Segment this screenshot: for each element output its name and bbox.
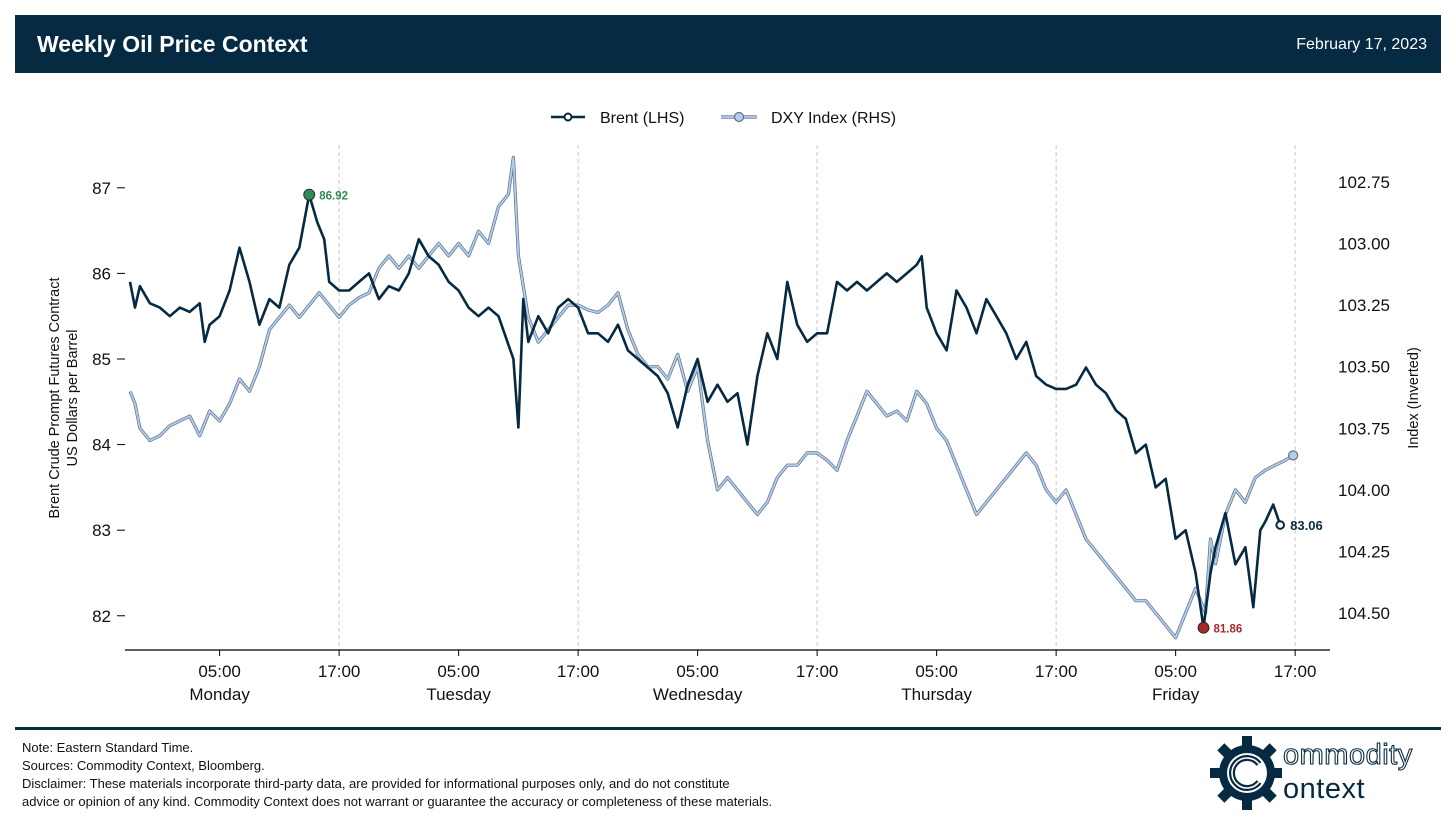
x-tick-label: 05:00 xyxy=(915,662,958,681)
time-zone-note: Note: Eastern Standard Time. xyxy=(22,740,194,755)
left-tick-label: 86 xyxy=(92,264,111,283)
dxy-series-outline xyxy=(128,155,1295,640)
brent-end-marker xyxy=(1275,520,1286,530)
logo-word-context: ontext xyxy=(1283,773,1365,805)
left-axis-title-line-1: Brent Crude Prompt Futures Contract xyxy=(47,278,63,519)
right-tick-label: 102.75 xyxy=(1338,173,1390,192)
disclaimer-line-2: advice or opinion of any kind. Commodity… xyxy=(22,794,773,809)
footer-divider xyxy=(15,727,1441,730)
x-tick-label: 17:00 xyxy=(557,662,600,681)
x-day-label: Friday xyxy=(1152,685,1200,704)
x-tick-label: 05:00 xyxy=(676,662,719,681)
sources-note: Sources: Commodity Context, Bloomberg. xyxy=(22,758,265,773)
left-tick-label: 87 xyxy=(92,179,111,198)
left-tick-label: 82 xyxy=(92,607,111,626)
brent-series-line xyxy=(128,193,1282,630)
brent-last-value-label: 83.06 xyxy=(1290,518,1323,533)
right-tick-label: 104.00 xyxy=(1338,481,1390,500)
left-tick-label: 85 xyxy=(92,350,111,369)
high-marker xyxy=(303,188,316,201)
right-tick-label: 103.50 xyxy=(1338,358,1390,377)
right-tick-label: 103.75 xyxy=(1338,419,1390,438)
right-tick-label: 103.25 xyxy=(1338,296,1390,315)
x-day-label: Thursday xyxy=(901,685,972,704)
logo-word-commodity: ommodity xyxy=(1282,738,1413,771)
x-day-label: Tuesday xyxy=(426,685,491,704)
report-date: February 17, 2023 xyxy=(1296,36,1427,53)
x-tick-label: 05:00 xyxy=(437,662,480,681)
footer-notes: Note: Eastern Standard Time. Sources: Co… xyxy=(22,739,1122,811)
left-axis-title-line-2: US Dollars per Barrel xyxy=(65,330,81,467)
right-axis-title: Index (Inverted) xyxy=(1406,347,1422,449)
x-tick-label: 17:00 xyxy=(1274,662,1317,681)
high-value-label: 86.92 xyxy=(319,191,348,203)
left-tick-label: 83 xyxy=(92,521,111,540)
x-day-label: Monday xyxy=(189,685,250,704)
low-value-label: 81.86 xyxy=(1214,624,1243,636)
right-tick-label: 103.00 xyxy=(1338,235,1390,254)
legend-dxy-label: DXY Index (RHS) xyxy=(771,110,896,127)
low-marker xyxy=(1197,621,1210,634)
page-title: Weekly Oil Price Context xyxy=(37,31,308,57)
legend-brent-label: Brent (LHS) xyxy=(600,110,684,127)
x-tick-label: 05:00 xyxy=(198,662,241,681)
dxy-end-marker xyxy=(1288,450,1299,461)
x-tick-label: 17:00 xyxy=(796,662,839,681)
dxy-series-line xyxy=(129,156,1294,639)
right-tick-label: 104.25 xyxy=(1338,542,1390,561)
legend-brent-marker xyxy=(563,112,573,122)
disclaimer-line-1: Disclaimer: These materials incorporate … xyxy=(22,776,730,791)
commodity-context-logo: ommodity ontext xyxy=(1210,733,1440,811)
left-tick-label: 84 xyxy=(92,436,111,455)
x-tick-label: 17:00 xyxy=(318,662,361,681)
gear-icon xyxy=(1210,736,1284,810)
x-tick-label: 17:00 xyxy=(1035,662,1078,681)
x-tick-label: 05:00 xyxy=(1154,662,1197,681)
right-tick-label: 104.50 xyxy=(1338,604,1390,623)
x-day-label: Wednesday xyxy=(653,685,743,704)
legend-dxy-marker xyxy=(733,111,745,123)
header-bar: Weekly Oil Price Context February 17, 20… xyxy=(15,15,1441,73)
